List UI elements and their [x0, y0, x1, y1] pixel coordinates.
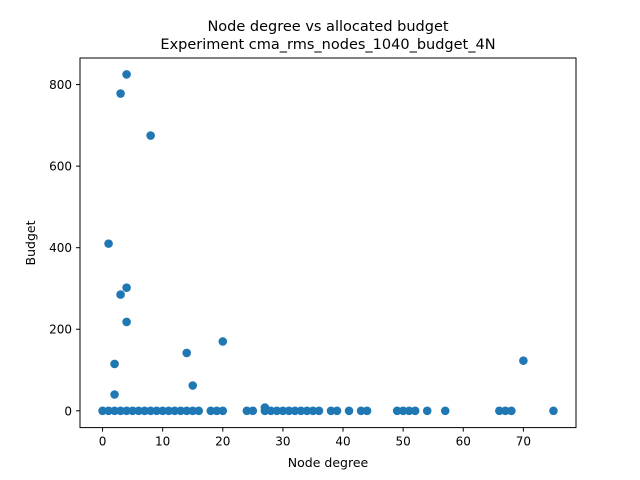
data-point [212, 406, 222, 416]
data-point [248, 406, 258, 416]
data-point [308, 406, 318, 416]
data-point [440, 406, 450, 416]
x-axis-ticks: 0 10 20 30 40 50 60 70 [99, 427, 531, 449]
data-point [290, 406, 300, 416]
data-point [104, 406, 113, 416]
y-tick-label: 800 [49, 78, 72, 92]
data-point [116, 406, 125, 416]
data-point [188, 406, 198, 416]
data-point [104, 239, 113, 248]
data-point [218, 406, 228, 416]
data-point [98, 406, 107, 416]
x-tick-label: 50 [396, 435, 411, 449]
data-point [495, 406, 504, 416]
data-point [501, 406, 510, 416]
data-point [188, 381, 198, 390]
data-point [182, 406, 192, 416]
data-point [296, 406, 306, 416]
data-point [218, 337, 228, 346]
data-point [356, 406, 366, 416]
data-point [398, 406, 408, 416]
data-point [110, 390, 119, 399]
data-points [98, 70, 558, 416]
data-point [146, 406, 155, 416]
chart-title: Node degree vs allocated budget [207, 19, 448, 35]
data-point [362, 406, 372, 416]
chart-subtitle: Experiment cma_rms_nodes_1040_budget_4N [160, 37, 495, 53]
data-point [116, 290, 125, 299]
x-tick-label: 60 [456, 435, 471, 449]
x-axis-label: Node degree [288, 455, 369, 470]
data-point [110, 406, 119, 416]
data-point [206, 406, 216, 416]
y-tick-label: 400 [49, 241, 72, 255]
data-point [519, 356, 528, 365]
data-point [314, 406, 324, 416]
data-point [122, 406, 131, 416]
y-tick-label: 200 [49, 323, 72, 337]
x-tick-label: 30 [275, 435, 290, 449]
data-point [326, 406, 336, 416]
data-point [128, 406, 137, 416]
data-point [176, 406, 186, 416]
data-point [284, 406, 294, 416]
data-point [507, 406, 516, 416]
x-tick-label: 40 [335, 435, 350, 449]
y-axis-label: Budget [23, 220, 38, 265]
data-point [110, 359, 119, 369]
data-point [392, 406, 402, 416]
x-tick-label: 70 [516, 435, 531, 449]
data-point [422, 406, 432, 416]
data-point [134, 406, 143, 416]
y-tick-label: 0 [64, 404, 72, 418]
plot-frame [79, 57, 577, 429]
data-point [242, 406, 252, 416]
x-tick-label: 20 [215, 435, 230, 449]
y-tick-label: 600 [49, 160, 72, 174]
data-point [194, 406, 204, 416]
data-point [146, 131, 155, 140]
data-point [266, 406, 276, 416]
x-tick-label: 0 [99, 435, 107, 449]
data-point [302, 406, 312, 416]
data-point [122, 317, 131, 327]
data-point [332, 406, 342, 416]
data-point [549, 406, 558, 416]
data-point [140, 406, 149, 416]
data-point [404, 406, 414, 416]
data-point [122, 283, 131, 292]
data-point [344, 406, 354, 416]
data-point [152, 406, 161, 416]
data-point [116, 89, 125, 98]
data-point [158, 406, 167, 416]
data-point [122, 70, 131, 79]
data-point [410, 406, 420, 416]
data-point [278, 406, 288, 416]
y-axis-ticks: 0 200 400 600 800 [49, 78, 80, 418]
data-point [164, 406, 173, 416]
data-point [272, 406, 282, 416]
data-point [182, 348, 192, 358]
data-point [170, 406, 179, 416]
x-tick-label: 10 [155, 435, 170, 449]
